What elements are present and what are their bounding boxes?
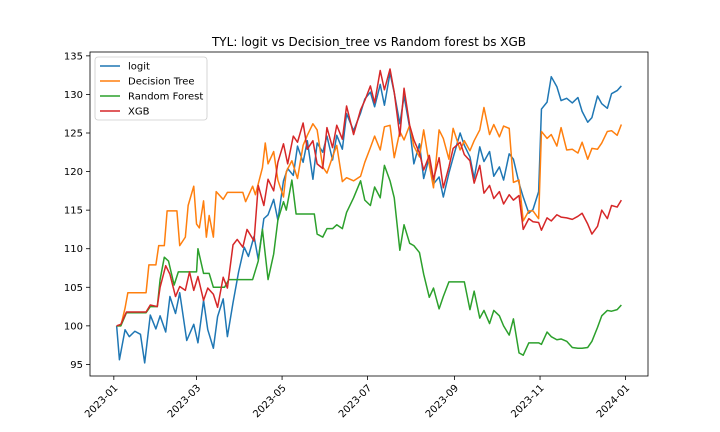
series-line-decision-tree: [116, 106, 623, 327]
legend: logit Decision Tree Random Forest XGB: [94, 56, 208, 121]
y-tick-label: 115: [64, 206, 83, 217]
legend-box: [94, 56, 208, 121]
y-tick-label: 135: [64, 51, 83, 62]
legend-label: logit: [128, 62, 150, 73]
y-tick-label: 110: [64, 244, 83, 255]
plot-frame: [89, 51, 649, 377]
y-tick-label: 100: [64, 321, 83, 332]
y-tick-label: 105: [64, 283, 83, 294]
y-tick-label: 120: [64, 167, 83, 178]
series-line-xgb: [116, 68, 623, 327]
y-axis: 95 100 105 110 115 120 125 130 135: [64, 51, 90, 371]
y-tick-label: 125: [64, 129, 83, 140]
series-line-random-forest: [116, 164, 622, 356]
legend-label: Decision Tree: [128, 77, 195, 88]
series-line-logit: [115, 72, 622, 364]
legend-label: XGB: [128, 107, 150, 118]
chart-title: TYL: logit vs Decision_tree vs Random fo…: [211, 35, 526, 49]
series-lines: [115, 68, 623, 364]
legend-label: Random Forest: [128, 92, 203, 103]
y-tick-label: 95: [70, 360, 83, 371]
y-tick-label: 130: [64, 90, 83, 101]
